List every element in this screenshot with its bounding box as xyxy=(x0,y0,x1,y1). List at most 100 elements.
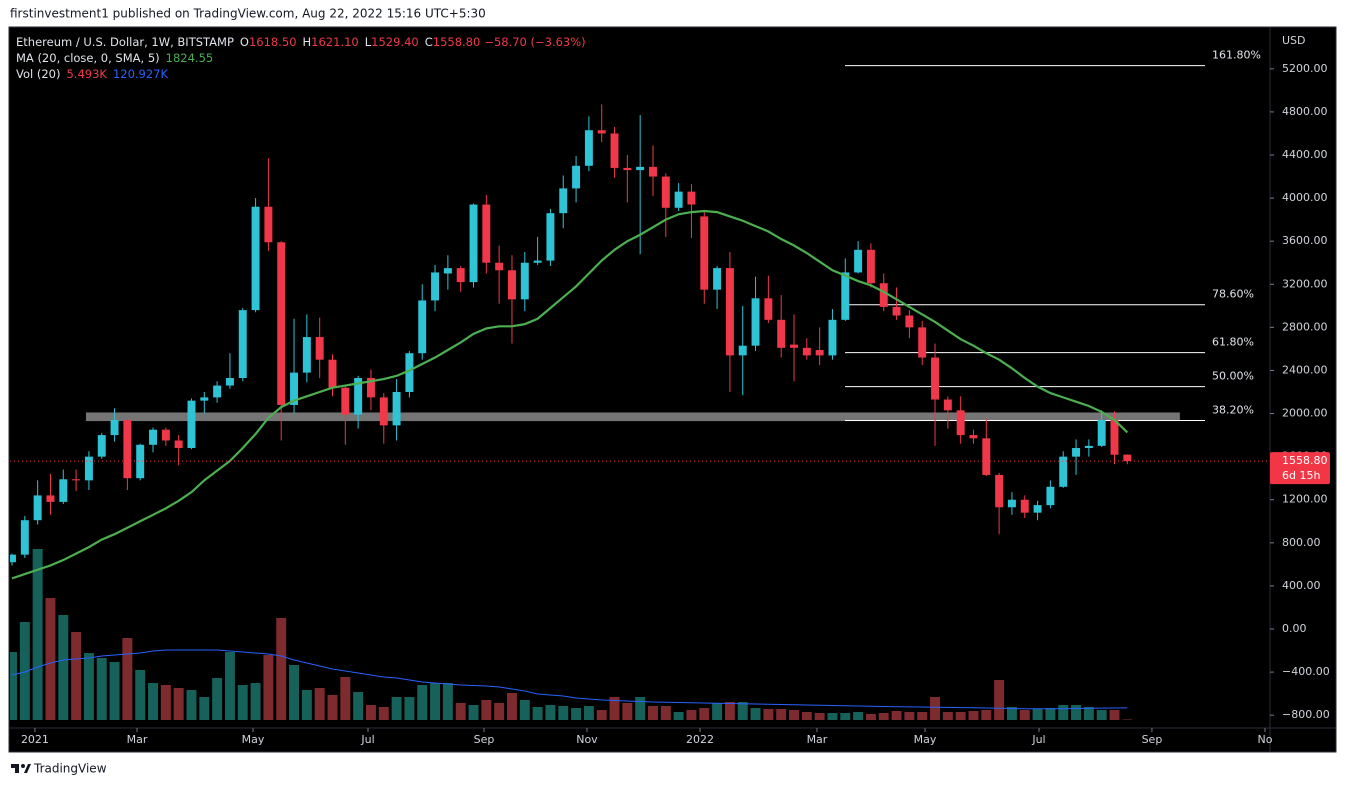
change-value: −58.70 (−3.63%) xyxy=(484,35,585,49)
candle-body xyxy=(46,495,55,502)
candle xyxy=(546,208,555,266)
candle xyxy=(828,309,837,360)
candle xyxy=(110,408,119,442)
last-price-label: 1558.80 xyxy=(1282,454,1328,467)
volume-bar xyxy=(1109,710,1120,720)
candle xyxy=(777,295,786,358)
volume-bar xyxy=(455,703,466,720)
candle-body xyxy=(559,188,568,214)
legend-row: Ethereum / U.S. Dollar, 1W, BITSTAMP O161… xyxy=(16,35,586,49)
candle xyxy=(72,469,81,492)
candle xyxy=(1046,480,1055,509)
volume-bar xyxy=(468,705,479,720)
footer-brand: TradingView xyxy=(33,762,107,776)
volume-bar xyxy=(19,622,30,720)
volume-bar xyxy=(789,710,799,720)
volume-bar xyxy=(135,670,146,720)
volume-bar xyxy=(289,665,300,720)
candle xyxy=(649,145,657,196)
candle xyxy=(20,515,29,558)
volume-bar xyxy=(58,615,69,720)
candle xyxy=(700,211,709,304)
candle-body xyxy=(123,420,132,479)
candle-body xyxy=(815,349,824,356)
volume-bar xyxy=(609,697,620,720)
candle xyxy=(854,241,863,274)
volume-bar xyxy=(10,652,17,720)
volume-bar xyxy=(712,703,723,720)
candle xyxy=(841,258,850,321)
y-tick-label: 4800.00 xyxy=(1282,105,1328,118)
x-tick-label: 2022 xyxy=(686,733,714,746)
candle xyxy=(1072,439,1081,475)
candle-body xyxy=(59,479,68,502)
candle xyxy=(418,284,427,360)
volume-bar xyxy=(917,712,928,720)
volume-bar xyxy=(750,708,761,720)
volume-bar xyxy=(583,706,594,720)
candle-body xyxy=(431,272,440,301)
candle-body xyxy=(264,206,273,243)
candle xyxy=(802,338,811,360)
candle xyxy=(1084,439,1093,457)
candle xyxy=(751,276,760,352)
volume-bar xyxy=(1122,719,1133,720)
candle xyxy=(559,175,568,229)
candle-body xyxy=(507,270,516,300)
volume-bar xyxy=(96,658,107,720)
y-tick-label: 4400.00 xyxy=(1282,148,1328,161)
volume-bar xyxy=(494,703,505,720)
volume-bar xyxy=(109,662,120,720)
candle-body xyxy=(866,249,875,284)
candle-body xyxy=(10,554,16,563)
volume-bar xyxy=(840,713,851,720)
candle-body xyxy=(495,262,504,271)
ohlc-key: L xyxy=(365,35,372,49)
volume-bar xyxy=(404,697,415,720)
volume-value: 5.493K xyxy=(66,67,107,81)
volume-bar xyxy=(596,710,607,720)
volume-bar xyxy=(71,632,82,720)
plot-area xyxy=(10,65,1270,720)
candle-body xyxy=(828,319,837,356)
y-tick-label: 3600.00 xyxy=(1282,234,1328,247)
fib-label: 161.80% xyxy=(1212,49,1261,62)
volume-bar xyxy=(442,683,453,720)
ma-line xyxy=(11,209,1129,580)
volume-bar xyxy=(558,706,569,720)
candle-body xyxy=(290,372,299,405)
volume-bar xyxy=(506,693,517,720)
candle xyxy=(443,255,452,290)
volume-bar xyxy=(994,680,1005,720)
volume-bar xyxy=(571,708,582,720)
volume-bar xyxy=(699,708,710,720)
volume-bar xyxy=(853,712,864,720)
candle xyxy=(533,236,542,265)
volume-bar xyxy=(263,655,274,720)
volume-bar xyxy=(122,638,133,720)
candle xyxy=(636,115,645,255)
volume-bar xyxy=(519,700,530,720)
candle-body xyxy=(533,260,542,263)
candle xyxy=(123,418,132,491)
volume-bar xyxy=(968,711,979,720)
volume-bar xyxy=(391,697,402,720)
volume-bar xyxy=(1006,707,1017,720)
candle-body xyxy=(546,213,555,261)
candle-body xyxy=(354,378,363,415)
candle-body xyxy=(520,262,529,300)
candle-body xyxy=(674,191,683,208)
candle-body xyxy=(725,268,734,356)
candle xyxy=(1059,451,1068,488)
candle-body xyxy=(1110,420,1119,455)
volume-bar xyxy=(160,685,171,720)
candle-body xyxy=(777,319,786,348)
candle-body xyxy=(790,344,798,348)
candle xyxy=(674,183,683,212)
candle xyxy=(738,305,747,396)
candle-body xyxy=(443,268,452,274)
x-tick-label: Mar xyxy=(807,733,828,746)
candle-body xyxy=(418,300,427,354)
volume-bar xyxy=(224,652,235,720)
volume-bar xyxy=(199,697,210,720)
